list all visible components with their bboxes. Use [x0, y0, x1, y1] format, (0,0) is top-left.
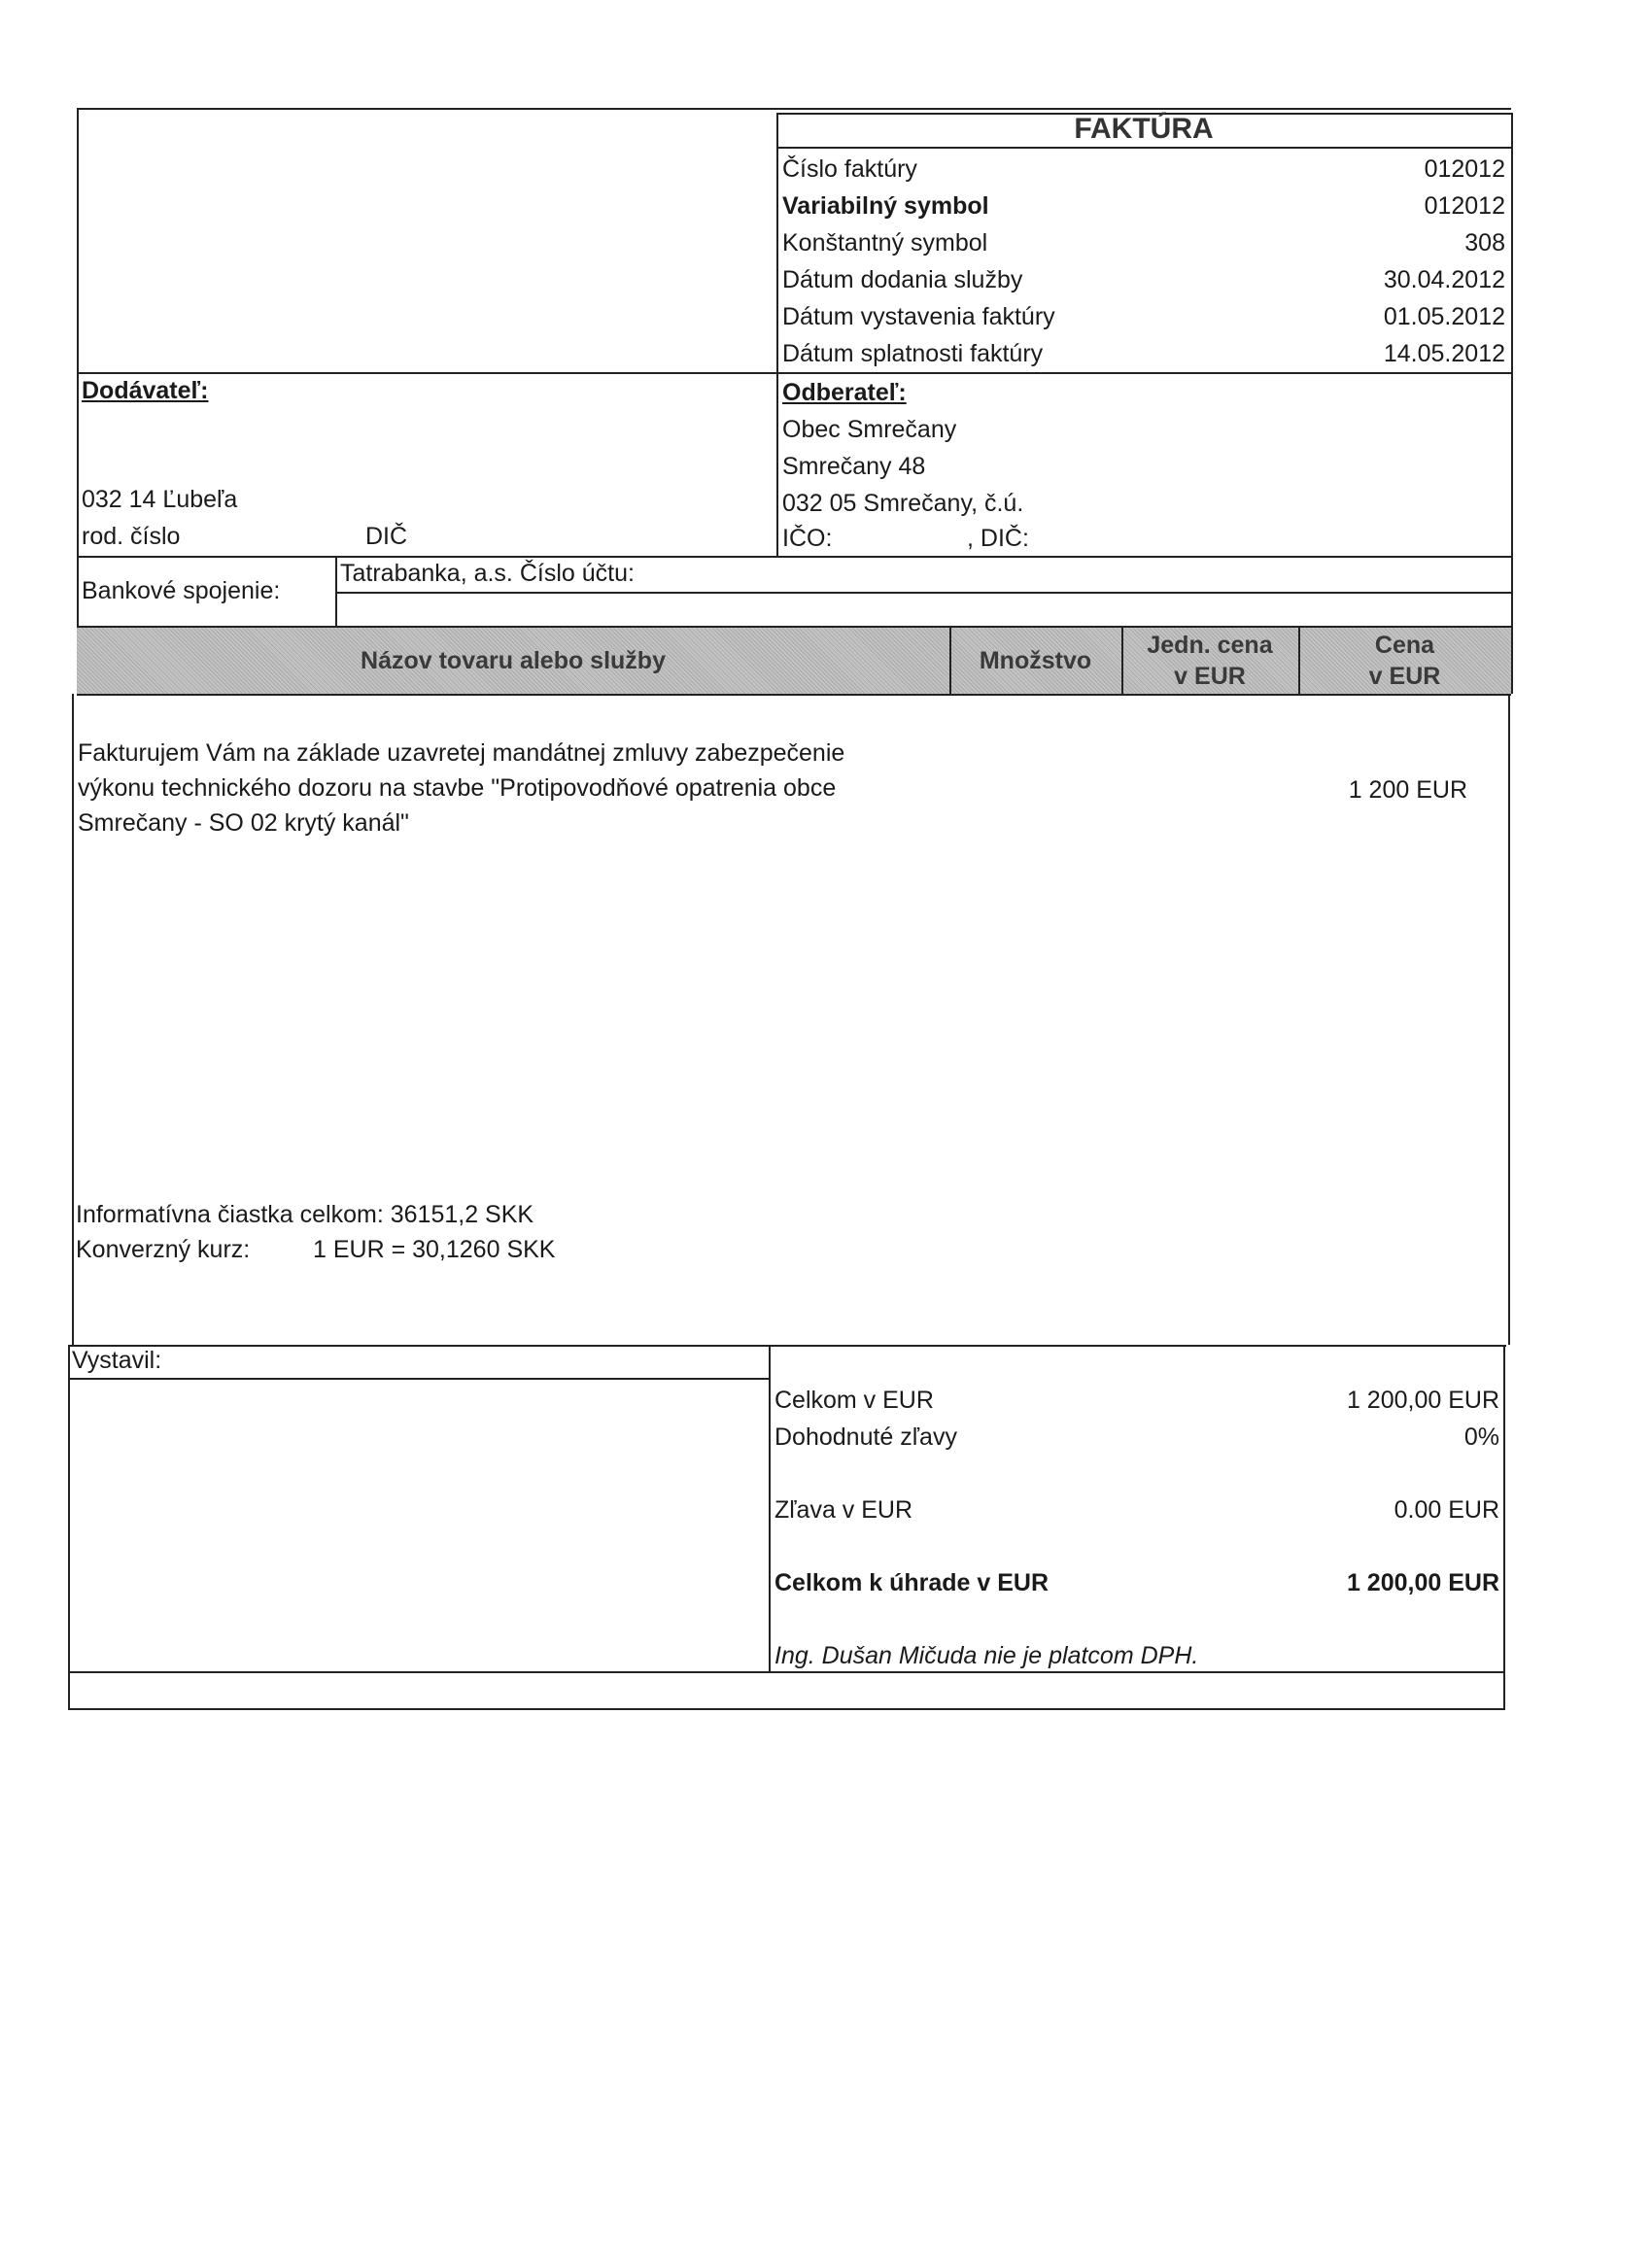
total-value: 0.00 EUR [1394, 1496, 1499, 1524]
frame-line [68, 1345, 70, 1710]
item-description-line: výkonu technického dozoru na stavbe "Pro… [78, 774, 837, 802]
invoice-field: Variabilný symbol 012012 [782, 192, 1505, 220]
header-unit-price: Jedn. cena v EUR [1147, 632, 1273, 690]
invoice-field: Číslo faktúry 012012 [782, 155, 1505, 183]
frame-line [72, 694, 74, 1345]
frame-line [68, 1378, 769, 1380]
info-total-skk: Informatívna čiastka celkom: 36151,2 SKK [76, 1201, 534, 1228]
total-label: Dohodnuté zľavy [774, 1423, 957, 1451]
supplier-city: 032 14 Ľubeľa [82, 486, 238, 513]
customer-heading: Odberateľ: [782, 379, 907, 406]
vat-note: Ing. Dušan Mičuda nie je platcom DPH. [774, 1642, 1199, 1669]
frame-line [77, 108, 79, 626]
customer-city: 032 05 Smrečany, č.ú. [782, 490, 1024, 517]
supplier-dic-label: DIČ [365, 523, 408, 550]
frame-line [1503, 1345, 1505, 1710]
customer-ico-label: IČO: [782, 525, 833, 552]
supplier-heading: Dodávateľ: [82, 377, 209, 404]
total-label: Celkom v EUR [774, 1387, 934, 1414]
frame-line [68, 1708, 1503, 1710]
total-value: 1 200,00 EUR [1346, 1569, 1499, 1596]
frame-line [769, 1345, 771, 1671]
total-label: Zľava v EUR [774, 1496, 913, 1524]
frame-line [1508, 694, 1510, 1345]
invoice-field: Dátum dodania služby 30.04.2012 [782, 266, 1505, 293]
frame-line [68, 1345, 1506, 1347]
frame-line [1511, 113, 1513, 694]
frame-line [1121, 628, 1123, 694]
invoice-field: Dátum splatnosti faktúry 14.05.2012 [782, 340, 1505, 367]
frame-line [776, 113, 778, 556]
info-rate-label: Konverzný kurz: [76, 1236, 251, 1263]
issued-by-label: Vystavil: [72, 1347, 162, 1374]
frame-line [1298, 628, 1300, 694]
supplier-birth-number-label: rod. číslo [82, 523, 181, 550]
frame-line [949, 628, 951, 694]
bank-value: Tatrabanka, a.s. Číslo účtu: [340, 560, 635, 587]
bank-label: Bankové spojenie: [82, 577, 281, 604]
customer-name: Obec Smrečany [782, 416, 957, 443]
total-label: Celkom k úhrade v EUR [774, 1569, 1050, 1596]
frame-line [776, 147, 1511, 149]
customer-street: Smrečany 48 [782, 453, 926, 480]
frame-line [335, 556, 337, 626]
invoice-title: FAKTÚRA [1074, 113, 1214, 145]
frame-line [77, 626, 1511, 628]
frame-line [776, 113, 1511, 115]
invoice-field: Konštantný symbol 308 [782, 229, 1505, 257]
header-price: Cena v EUR [1368, 632, 1441, 690]
total-value: 0% [1463, 1423, 1499, 1451]
frame-line [77, 694, 1511, 696]
frame-line [77, 108, 1511, 110]
items-header-band [77, 628, 1511, 694]
info-rate-value: 1 EUR = 30,1260 SKK [313, 1236, 556, 1263]
frame-line [77, 372, 1511, 374]
header-quantity: Množstvo [979, 647, 1092, 674]
item-description-line: Smrečany - SO 02 krytý kanál" [78, 809, 409, 837]
total-value: 1 200,00 EUR [1346, 1387, 1499, 1414]
item-price: 1 200 EUR [1348, 776, 1467, 804]
frame-line [77, 556, 1511, 558]
header-item-name: Názov tovaru alebo služby [361, 647, 666, 674]
customer-dic-label: , DIČ: [967, 525, 1029, 552]
frame-line [335, 592, 1511, 594]
frame-line [68, 1671, 1503, 1673]
invoice-field: Dátum vystavenia faktúry 01.05.2012 [782, 303, 1505, 330]
item-description-line: Fakturujem Vám na základe uzavretej mand… [78, 739, 845, 767]
